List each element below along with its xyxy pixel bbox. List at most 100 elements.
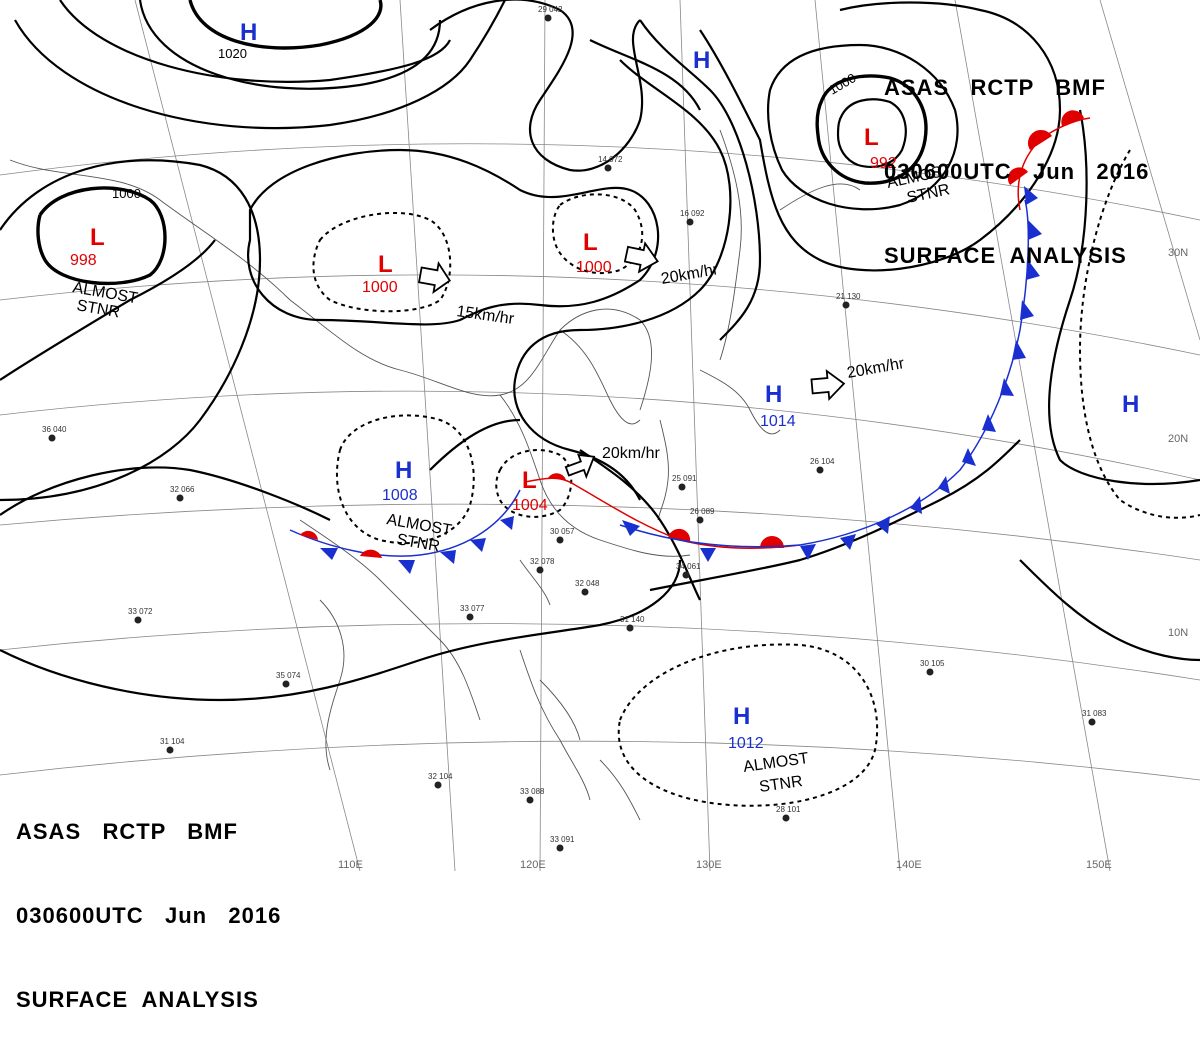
header-line-3: SURFACE ANALYSIS (884, 243, 1127, 268)
station-label: 31 083 (1082, 709, 1107, 718)
motion-arrow-china-east (564, 453, 596, 480)
station-marker (604, 164, 612, 172)
low-manchuria-value: 1000 (576, 259, 612, 276)
station-label: 28 101 (776, 805, 801, 814)
lon-label-150e: 150E (1086, 859, 1112, 871)
station-marker (926, 668, 934, 676)
low-china-east-symbol: L (522, 467, 537, 494)
header-line-3: SURFACE ANALYSIS (16, 987, 259, 1012)
header-top-right: ASAS RCTP BMF 030600UTC Jun 2016 SURFACE… (884, 18, 1149, 298)
low-china-east-value: 1004 (512, 497, 548, 514)
station-label: 32 066 (170, 485, 195, 494)
station-marker (696, 516, 704, 524)
low-manchuria-symbol: L (583, 229, 598, 256)
station-label: 29 042 (538, 5, 563, 14)
station-marker (626, 624, 634, 632)
station-label: 30 057 (550, 527, 575, 536)
header-line-1: ASAS RCTP BMF (884, 75, 1106, 100)
high-philippine-sea-note-2: STNR (758, 773, 804, 796)
header-line-2: 030600UTC Jun 2016 (16, 903, 282, 928)
low-mongolia-symbol: L (378, 251, 393, 278)
station-label: 31 140 (620, 615, 645, 624)
station-marker (166, 746, 174, 754)
station-label: 14 072 (598, 155, 623, 164)
lat-label-10n: 10N (1168, 627, 1188, 639)
station-label: 35 074 (276, 671, 301, 680)
isobar-label-1000-west: 1000 (112, 186, 141, 201)
header-line-2: 030600UTC Jun 2016 (884, 159, 1150, 184)
warm-front-north (1007, 110, 1091, 211)
station-marker (1088, 718, 1096, 726)
station-marker (544, 14, 552, 22)
station-marker (536, 566, 544, 574)
pressure-centers: L 998 ALMOST STNR L 1000 L 1000 L 992 AL… (70, 19, 1139, 796)
station-marker (134, 616, 142, 624)
high-top-symbol: H (240, 19, 257, 46)
lat-label-30n: 30N (1168, 247, 1188, 259)
low-west-symbol: L (90, 224, 105, 251)
station-marker (682, 571, 690, 579)
header-bottom-left: ASAS RCTP BMF 030600UTC Jun 2016 SURFACE… (16, 762, 281, 1042)
station-label: 33 072 (128, 607, 153, 616)
station-label: 33 077 (460, 604, 485, 613)
station-label: 26 089 (690, 507, 715, 516)
station-marker (842, 301, 850, 309)
station-marker (282, 680, 290, 688)
graticule-labels: 30N 20N 10N 110E 120E 130E 140E 150E (338, 247, 1188, 871)
station-label: 16 092 (680, 209, 705, 218)
lon-label-140e: 140E (896, 859, 922, 871)
station-label: 32 078 (530, 557, 555, 566)
station-marker (678, 483, 686, 491)
cold-front-pacific (619, 186, 1042, 562)
station-marker (556, 844, 564, 852)
high-japan-symbol: H (765, 381, 782, 408)
lon-label-130e: 130E (696, 859, 722, 871)
station-marker (581, 588, 589, 596)
lon-label-110e: 110E (338, 859, 363, 871)
motion-speed-china-east: 20km/hr (602, 445, 660, 462)
station-plots: 29 042 14 072 21 130 16 092 26 104 33 077 30 1… (42, 5, 1107, 852)
station-label: 32 048 (575, 579, 600, 588)
high-okhotsk-symbol: H (693, 47, 710, 74)
isobars (0, 0, 1200, 702)
low-west-value: 998 (70, 252, 97, 269)
station-marker (782, 814, 790, 822)
graticule (0, 0, 1200, 871)
dashed-isobars (312, 149, 1200, 807)
high-japan-value: 1014 (760, 413, 796, 430)
motion-arrow-manchuria (623, 241, 659, 274)
station-marker (686, 218, 694, 226)
station-label: 30 105 (920, 659, 945, 668)
station-label: 31 104 (160, 737, 185, 746)
station-label: 36 040 (42, 425, 67, 434)
station-marker (816, 466, 824, 474)
station-marker (176, 494, 184, 502)
high-philippine-sea-symbol: H (733, 703, 750, 730)
station-marker (434, 781, 442, 789)
station-marker (556, 536, 564, 544)
lon-label-120e: 120E (520, 859, 546, 871)
high-china-value: 1008 (382, 487, 418, 504)
header-line-1: ASAS RCTP BMF (16, 819, 238, 844)
high-china-symbol: H (395, 457, 412, 484)
isobar-label-1020: 1020 (218, 46, 247, 61)
station-marker (466, 613, 474, 621)
station-label: 32 104 (428, 772, 453, 781)
station-marker (48, 434, 56, 442)
station-label: 33 088 (520, 787, 545, 796)
weather-map: 29 042 14 072 21 130 16 092 26 104 33 077 30 1… (0, 0, 1200, 871)
high-philippine-sea-value: 1012 (728, 735, 764, 752)
station-marker (526, 796, 534, 804)
low-kamchatka-value: 992 (870, 155, 897, 172)
low-kamchatka-symbol: L (864, 124, 879, 151)
high-pacific-east-symbol: H (1122, 391, 1139, 418)
stationary-front-west (289, 489, 521, 574)
isobar-labels: 1020 1000 1000 (112, 46, 859, 201)
station-label: 26 104 (810, 457, 835, 466)
motion-arrow-japan (810, 369, 846, 402)
station-label: 33 091 (550, 835, 575, 844)
station-label: 21 130 (836, 292, 861, 301)
motion-arrow-mongolia (417, 260, 452, 294)
station-label: 25 091 (672, 474, 697, 483)
lat-label-20n: 20N (1168, 433, 1188, 445)
